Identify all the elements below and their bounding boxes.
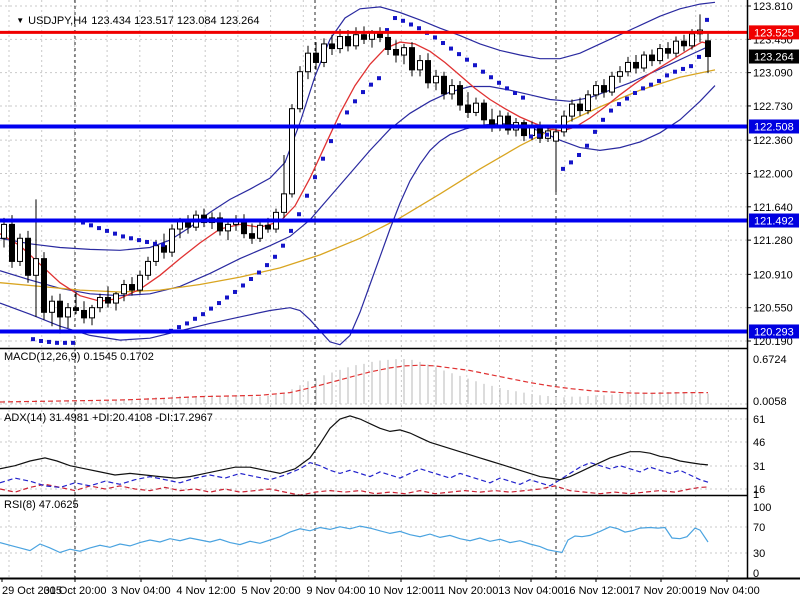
resistance-price-badge-text: 123.525	[754, 27, 794, 39]
adx-main-line	[0, 415, 709, 481]
date-tick-label: 4 Nov 12:00	[176, 585, 235, 597]
macd-indicator-label: MACD(12,26,9) 0.1545 0.1702	[4, 351, 154, 363]
support-price-badge-text: 122.508	[754, 121, 794, 133]
resistance-price-badge[interactable]	[749, 25, 799, 40]
support-price-badge[interactable]	[749, 213, 799, 228]
date-tick-label: 10 Nov 12:00	[368, 585, 433, 597]
axis-tick-label: 0.6724	[753, 354, 787, 366]
support-price-badge[interactable]	[749, 324, 799, 339]
axis-tick-label: 0	[753, 568, 759, 580]
adx-indicator-label: ADX(14) 31.4981 +DI:20.4108 -DI:17.2967	[4, 412, 213, 424]
ma-slow-orange-line	[0, 69, 716, 293]
date-tick-label: 29 Oct 2015	[2, 585, 62, 597]
ohlc-readout: 123.434 123.517 123.084 123.264	[91, 15, 260, 27]
support-price-badge-text: 121.492	[754, 216, 794, 228]
grid-layer	[0, 0, 747, 578]
bollinger-lower-line	[0, 85, 716, 346]
axis-tick-label: 16	[753, 484, 765, 496]
ma-fast-red-line	[0, 41, 711, 302]
chart-title-bar: ▼ USDJPY,H4 123.434 123.517 123.084 123.26…	[4, 3, 263, 40]
current-price-badge-text: 123.264	[754, 52, 794, 64]
rsi-panel-layer	[0, 525, 709, 554]
support-price-badge[interactable]	[749, 119, 799, 134]
price-axis-labels: 123.810123.450123.090122.730122.360122.0…	[747, 1, 793, 580]
adx-panel-layer	[0, 415, 709, 495]
axis-tick-label: 30	[753, 548, 765, 560]
date-tick-label: 16 Nov 12:00	[563, 585, 628, 597]
date-tick-label: 13 Nov 04:00	[498, 585, 563, 597]
macd-panel-layer	[0, 359, 709, 404]
rsi-indicator-label: RSI(8) 47.0625	[4, 499, 79, 511]
plus-di-line	[0, 461, 709, 489]
candles-layer	[1, 14, 711, 334]
axis-tick-label: 121.640	[753, 202, 793, 214]
date-tick-label: 11 Nov 20:00	[434, 585, 499, 597]
date-tick-label: 17 Nov 20:00	[628, 585, 693, 597]
price-level-badges[interactable]: 123.525 122.508 121.492 120.293 123.264	[749, 25, 799, 339]
axis-tick-label: 122.730	[753, 101, 793, 113]
date-tick-label: 30 Oct 20:00	[44, 585, 107, 597]
axis-tick-label: 122.360	[753, 135, 793, 147]
axis-tick-label: 31	[753, 461, 765, 473]
rsi-main-line	[0, 525, 709, 554]
axis-tick-label: 123.090	[753, 68, 793, 80]
axis-tick-label: 120.550	[753, 303, 793, 315]
bollinger-bands-layer	[0, 1, 716, 346]
panel-borders	[0, 0, 800, 580]
axis-tick-label: 61	[753, 414, 765, 426]
axis-tick-label: 46	[753, 437, 765, 449]
date-tick-label: 3 Nov 04:00	[111, 585, 170, 597]
date-tick-label: 19 Nov 04:00	[694, 585, 759, 597]
symbol-period-label: USDJPY,H4	[28, 15, 88, 27]
axis-tick-label: 120.190	[753, 336, 793, 348]
macd-signal-line	[0, 364, 708, 403]
axis-tick-label: 0.0058	[753, 396, 787, 408]
bollinger-upper-line	[0, 1, 716, 251]
axis-tick-label: 123.810	[753, 1, 793, 13]
axis-tick-label: 1	[753, 489, 759, 501]
minus-di-line	[0, 483, 709, 495]
current-price-badge[interactable]	[749, 49, 799, 64]
axis-tick-label: 100	[753, 502, 771, 514]
axis-tick-label: 120.910	[753, 269, 793, 281]
axis-tick-label: 122.000	[753, 169, 793, 181]
axis-tick-label: 70	[753, 522, 765, 534]
symbol-dropdown-icon[interactable]: ▼	[16, 16, 25, 25]
support-price-badge-text: 120.293	[754, 326, 794, 338]
axis-tick-label: 121.280	[753, 235, 793, 247]
horizontal-level-lines[interactable]	[0, 30, 747, 334]
date-tick-label: 5 Nov 20:00	[241, 585, 300, 597]
date-tick-label: 9 Nov 04:00	[306, 585, 365, 597]
